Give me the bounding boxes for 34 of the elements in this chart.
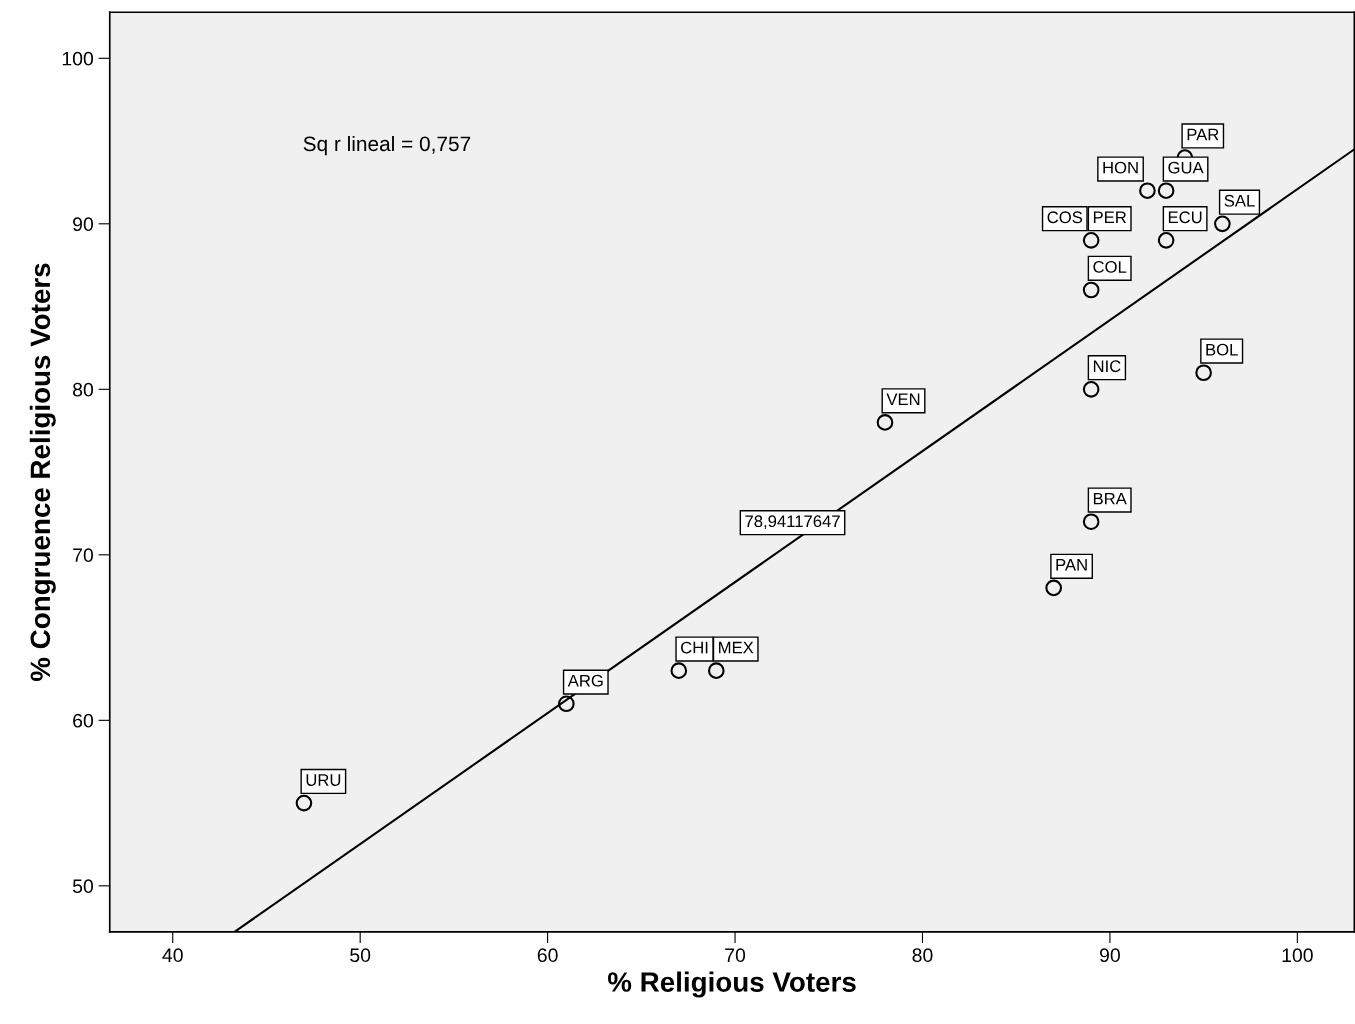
- annotation: COS: [1047, 211, 1083, 224]
- annotation: PAR: [1187, 128, 1219, 141]
- annotation: ECU: [1168, 211, 1202, 224]
- x-tick-label: 100: [1282, 948, 1313, 963]
- y-tick-label: 80: [73, 382, 94, 397]
- annotation: COL: [1093, 261, 1127, 273]
- x-tick-label: 70: [725, 948, 746, 963]
- annotation: CHI: [681, 641, 708, 654]
- annotation: NIC: [1093, 360, 1121, 373]
- y-tick-label: 70: [73, 548, 94, 563]
- annotation: MEX: [719, 641, 754, 654]
- y-axis-title: % Congruence Religious Voters: [29, 263, 56, 682]
- annotation: Sq r lineal = 0,757: [303, 135, 471, 156]
- annotation: VEN: [886, 393, 920, 406]
- annotation: GUA: [1168, 161, 1204, 174]
- x-tick-label: 50: [350, 948, 371, 963]
- annotation: SAL: [1224, 194, 1255, 207]
- annotation: PAN: [1056, 559, 1087, 571]
- x-tick-label: 80: [912, 948, 933, 963]
- x-tick-label: 90: [1100, 948, 1120, 963]
- annotation: BRA: [1093, 492, 1127, 505]
- y-tick-label: 50: [72, 879, 94, 894]
- x-axis-title: % Religious Voters: [607, 971, 856, 998]
- annotation: ARG: [567, 674, 603, 687]
- y-tick-label: 100: [62, 51, 94, 66]
- y-tick-label: 60: [73, 713, 94, 728]
- annotation: BOL: [1206, 343, 1238, 356]
- y-tick-label: 90: [73, 217, 94, 232]
- annotation: 78,94117647: [745, 515, 840, 530]
- x-tick-label: 40: [162, 948, 183, 963]
- x-tick-label: 60: [537, 948, 558, 963]
- annotation: HON: [1103, 161, 1138, 174]
- annotation: PER: [1093, 211, 1127, 224]
- annotation: URU: [306, 774, 341, 786]
